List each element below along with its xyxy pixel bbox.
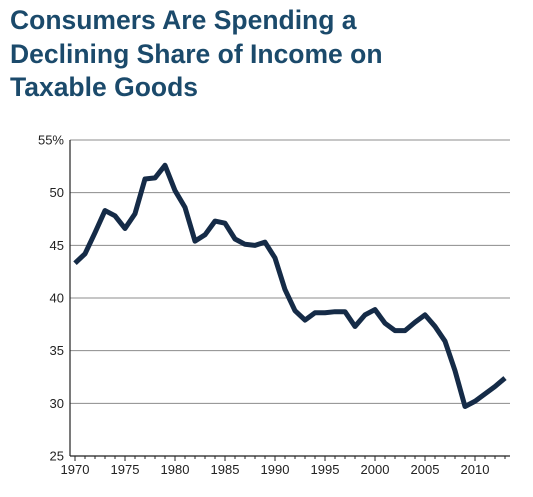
x-tick-label-1995: 1995	[311, 462, 340, 477]
x-tick-label-2010: 2010	[461, 462, 490, 477]
tick-labels: 25 30 35 40 45 50 55% 1970 1975 1980 1985 1990 1995 2…	[38, 133, 489, 478]
series-layer	[73, 162, 507, 409]
x-tick-label-1980: 1980	[161, 462, 190, 477]
x-tick-label-1990: 1990	[261, 462, 290, 477]
x-tick-label-2005: 2005	[411, 462, 440, 477]
y-tick-label-30: 30	[50, 396, 64, 411]
gridlines	[70, 139, 510, 404]
x-tick-label-1985: 1985	[211, 462, 240, 477]
y-tick-label-55: 55%	[38, 133, 64, 148]
x-tick-label-2000: 2000	[361, 462, 390, 477]
y-tick-label-25: 25	[50, 449, 64, 464]
x-tick-label-1970: 1970	[61, 462, 90, 477]
y-tick-label-40: 40	[50, 291, 64, 306]
x-tick-label-1975: 1975	[111, 462, 140, 477]
y-tick-label-45: 45	[50, 238, 64, 253]
y-tick-label-35: 35	[50, 343, 64, 358]
series-line-0	[73, 162, 507, 409]
y-tick-label-50: 50	[50, 185, 64, 200]
axes	[69, 140, 510, 461]
chart-title: Consumers Are Spending a Declining Share…	[10, 5, 383, 102]
